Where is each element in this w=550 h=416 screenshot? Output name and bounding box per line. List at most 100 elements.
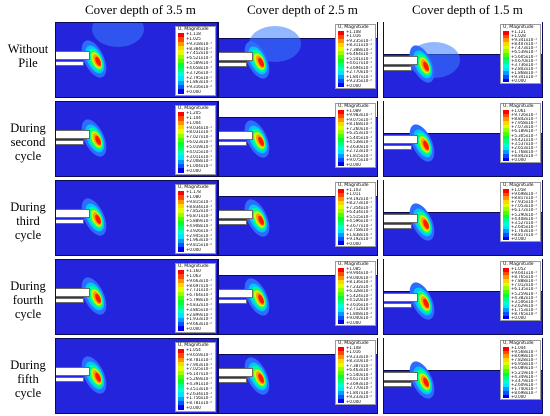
legend-title: U, Magnitude <box>503 183 534 188</box>
contour-panel: U, Magnitude +1.103 +1.011 +9.192x10⁻¹ +8.27… <box>218 180 378 256</box>
pipe-jacking-shield <box>219 368 253 377</box>
legend-swatch <box>338 138 344 142</box>
legend-value: +1.108 <box>346 30 361 34</box>
legend-swatch <box>503 229 509 233</box>
legend-swatch <box>338 150 344 154</box>
pipe-section <box>219 378 247 383</box>
legend-value: +1.108 <box>346 346 361 350</box>
legend-value: +9.075x10⁻¹ <box>346 117 372 122</box>
pipe-jacking-shield <box>384 293 418 302</box>
legend-swatch <box>178 362 184 367</box>
legend-value: +9.040x10⁻¹ <box>346 275 372 280</box>
legend-value: +9.341x10⁻² <box>511 75 537 80</box>
legend-swatch <box>178 129 184 134</box>
legend-color-bar <box>178 191 184 252</box>
legend-swatch <box>338 312 344 316</box>
legend-value: +4.617x10⁻¹ <box>346 61 372 66</box>
displacement-contour-shape <box>81 356 107 394</box>
legend-value: +9.235x10⁻² <box>346 79 372 84</box>
legend-value: +2.645x10⁻¹ <box>511 224 537 229</box>
legend-swatch <box>178 89 184 94</box>
legend-value: +0.000 <box>511 237 526 242</box>
legend-value: +5.605x10⁻¹ <box>511 54 537 59</box>
legend-value: +6.539x10⁻¹ <box>511 50 537 55</box>
legend-value: +3.506x10⁻¹ <box>511 299 537 304</box>
contour-panel: U, Magnitude +1.121 +1.028 +9.341x10⁻¹ +8.40… <box>383 22 543 98</box>
pipe-jacking-shield <box>219 210 253 219</box>
legend-swatch <box>338 31 344 35</box>
legend-swatch <box>338 75 344 79</box>
legend-swatch <box>338 387 344 391</box>
legend-value: +2.758x10⁻¹ <box>346 228 372 233</box>
legend-value: +5.541x10⁻¹ <box>346 56 372 61</box>
legend-swatch <box>503 286 509 290</box>
legend-value: +5.445x10⁻¹ <box>346 135 372 140</box>
legend-swatch <box>338 201 344 205</box>
legend-value: +6.958x10⁻¹ <box>511 362 537 367</box>
color-legend: U, Magnitude +1.205 +1.104 +1.004 +9.034x10⁻… <box>175 105 216 175</box>
legend-swatch <box>338 229 344 233</box>
legend-value: +1.004x10⁻¹ <box>186 164 212 169</box>
pipe-jacking-shield <box>56 367 90 376</box>
legend-swatch <box>338 67 344 71</box>
legend-swatch <box>338 320 344 324</box>
legend-value: +4.908x10⁻¹ <box>186 223 212 228</box>
legend-swatch <box>338 268 344 272</box>
legend-color-bar <box>338 347 344 403</box>
legend-value: +2.634x10⁻¹ <box>186 391 212 396</box>
legend-value: +1.085 <box>346 267 361 271</box>
legend-swatch <box>338 351 344 355</box>
legend-swatch <box>503 268 509 272</box>
legend-swatch <box>503 304 509 309</box>
legend-swatch <box>503 56 509 61</box>
legend-value: +9.034x10⁻¹ <box>186 125 212 130</box>
pipe-section <box>56 219 84 224</box>
legend-swatch <box>178 309 184 314</box>
legend-swatch <box>503 52 509 57</box>
legend-title: U, Magnitude <box>178 343 209 348</box>
legend-swatch <box>338 189 344 193</box>
legend-value: +3.527x10⁻¹ <box>511 220 537 225</box>
displacement-contour-shape <box>244 120 270 158</box>
legend-swatch <box>178 326 184 331</box>
row-label: During second cycle <box>2 121 54 163</box>
legend-value: +7.012x10⁻¹ <box>511 283 537 288</box>
row-label-line: During <box>10 358 46 372</box>
legend-value: +7.935x10⁻¹ <box>511 200 537 205</box>
legend-swatch <box>338 300 344 304</box>
legend-swatch <box>338 130 344 134</box>
legend-value: +7.388x10⁻¹ <box>346 47 372 52</box>
contour-panel: U, Magnitude +1.061 +9.726x10⁻¹ +8.842x10⁻¹… <box>383 101 543 177</box>
legend-value: +1.756x10⁻¹ <box>186 396 212 401</box>
legend-swatch <box>338 296 344 300</box>
legend-value: +5.589x10⁻¹ <box>186 61 212 66</box>
pipe-section <box>56 298 84 303</box>
legend-value: +0.000 <box>346 399 361 404</box>
displacement-contour-shape <box>81 198 107 236</box>
legend-value: +9.698x10⁻¹ <box>511 192 537 197</box>
displacement-contour-shape <box>244 199 270 237</box>
legend-value: +6.463x10⁻¹ <box>346 368 372 373</box>
row-label-line: fifth <box>17 372 39 386</box>
legend-value: +5.305x10⁻¹ <box>511 133 537 138</box>
legend-color-bar <box>178 349 184 410</box>
legend-value: +5.019x10⁻¹ <box>186 144 212 149</box>
legend-swatch <box>503 131 509 136</box>
legend-swatch <box>503 354 509 358</box>
legend-value: +6.353x10⁻¹ <box>346 131 372 136</box>
displacement-contour-shape <box>409 124 435 162</box>
color-legend: U, Magnitude +1.054 +9.659x10⁻¹ +8.781x10⁻¹… <box>175 342 216 412</box>
contour-band <box>95 135 101 145</box>
legend-value: +2.712x10⁻¹ <box>346 307 372 312</box>
legend-value: +7.452x10⁻¹ <box>186 51 212 56</box>
legend-swatch <box>178 221 184 226</box>
legend-swatch <box>178 238 184 244</box>
legend-value: +9.659x10⁻¹ <box>186 352 212 357</box>
legend-value: +0.000 <box>511 79 526 84</box>
legend-value: +0.000 <box>511 395 526 400</box>
legend-value: +2.770x10⁻¹ <box>346 386 372 391</box>
legend-swatch <box>338 118 344 122</box>
legend-value: +8.168x10⁻¹ <box>346 122 372 127</box>
legend-swatch <box>338 213 344 217</box>
legend-labels: +1.085 +9.944x10⁻¹ +9.040x10⁻¹ +8.136x10⁻¹ +… <box>346 267 374 325</box>
